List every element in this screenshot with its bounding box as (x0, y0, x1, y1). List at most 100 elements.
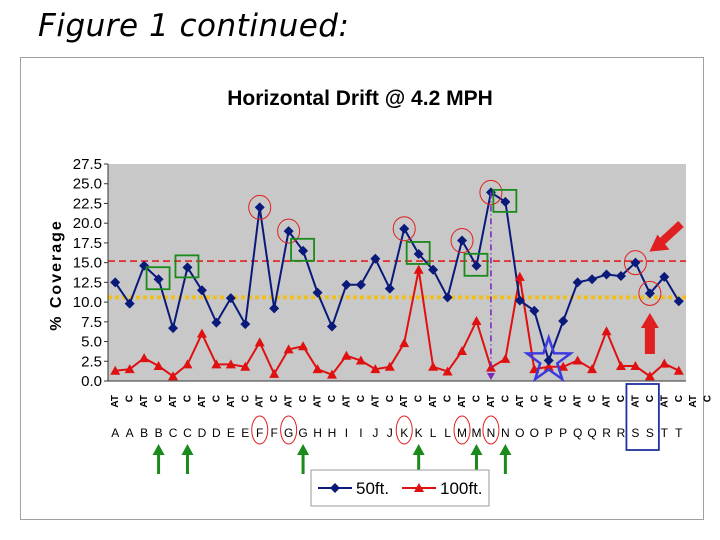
data-point (572, 277, 583, 288)
y-tick-label: 27.5 (73, 156, 102, 173)
red-arrow-head (649, 234, 670, 252)
x-tick-label-top: C (703, 395, 714, 402)
data-point (384, 283, 395, 294)
y-tick-label: 5.0 (81, 334, 102, 351)
data-point (240, 319, 251, 330)
x-tick-label-bottom: A (111, 426, 119, 440)
data-point (558, 316, 569, 327)
chart-title: Horizontal Drift @ 4.2 MPH (227, 87, 493, 110)
red-up-arrow-head (640, 313, 659, 328)
x-tick-label-top: AT (399, 395, 410, 408)
label-highlight-circle (280, 415, 298, 445)
y-tick-label: 25.0 (73, 176, 102, 193)
x-tick-label-bottom: C (183, 426, 192, 440)
data-point (269, 368, 280, 378)
x-tick-label-bottom: P (559, 426, 567, 440)
x-tick-label-top: C (414, 395, 425, 402)
x-tick-label-bottom: N (487, 426, 496, 440)
data-point (254, 337, 265, 347)
data-point (413, 264, 424, 274)
data-point (543, 355, 554, 366)
data-point (615, 271, 626, 282)
data-point (659, 271, 670, 282)
series-line (114, 190, 680, 364)
x-tick-label-top: AT (168, 395, 179, 408)
x-tick-label-bottom: M (457, 426, 467, 440)
label-highlight-circle (395, 415, 413, 445)
x-tick-label-bottom: A (126, 426, 134, 440)
x-tick-label-bottom: D (198, 426, 207, 440)
y-tick-label: 17.5 (73, 235, 102, 252)
x-tick-label-top: AT (515, 395, 526, 408)
x-tick-label-bottom: T (675, 426, 683, 440)
data-point (254, 202, 265, 213)
x-tick-label-top: AT (602, 395, 613, 408)
y-axis-label: % Coverage (48, 219, 65, 331)
data-point (399, 338, 410, 348)
highlight-circle (450, 228, 474, 254)
x-tick-label-bottom: M (471, 426, 481, 440)
x-tick-label-top: C (674, 395, 685, 402)
x-tick-label-bottom: Q (587, 426, 596, 440)
x-tick-label-top: AT (110, 395, 121, 408)
x-tick-label-top: AT (457, 395, 468, 408)
highlight-box (405, 241, 431, 265)
data-point (283, 344, 294, 354)
x-tick-label-bottom: H (328, 426, 337, 440)
highlight-box (290, 237, 315, 262)
data-point (341, 350, 352, 360)
x-tick-label-bottom: I (359, 426, 362, 440)
x-tick-label-top: AT (486, 395, 497, 408)
x-tick-label-bottom: D (212, 426, 221, 440)
data-point (168, 323, 179, 334)
up-arrow-head (297, 444, 310, 455)
data-point (312, 287, 323, 298)
x-tick-label-top: C (182, 395, 193, 402)
highlight-circle (638, 280, 662, 306)
data-point (182, 262, 193, 273)
y-tick-label: 10.0 (73, 294, 102, 311)
highlight-box (492, 188, 518, 213)
x-tick-label-top: AT (341, 395, 352, 408)
x-tick-label-top: C (269, 395, 280, 402)
data-point (168, 371, 179, 381)
label-highlight-circle (453, 415, 471, 445)
up-arrow-head (152, 444, 165, 455)
x-tick-label-top: C (240, 395, 251, 402)
data-point (500, 196, 511, 207)
data-point (457, 235, 468, 246)
data-point (225, 359, 236, 369)
data-point (543, 361, 554, 371)
up-arrow-head (470, 444, 483, 455)
x-tick-label-bottom: L (444, 426, 451, 440)
legend-marker (330, 483, 340, 493)
highlight-circle (248, 194, 272, 220)
x-tick-label-bottom: E (241, 426, 249, 440)
x-tick-label-bottom: O (515, 426, 524, 440)
x-tick-label-bottom: H (313, 426, 322, 440)
x-tick-label-top: AT (544, 395, 555, 408)
data-point (529, 305, 540, 316)
highlight-circle (392, 216, 416, 242)
data-point (326, 369, 337, 379)
series-line (115, 269, 680, 378)
x-tick-label-top: AT (428, 395, 439, 408)
data-point (341, 279, 352, 290)
up-arrow-head (412, 444, 425, 455)
data-point (644, 288, 655, 299)
data-point (558, 361, 569, 371)
legend-label: 100ft. (440, 479, 483, 498)
x-tick-label-bottom: S (631, 426, 639, 440)
y-tick-label: 15.0 (73, 255, 102, 272)
x-tick-label-top: AT (255, 395, 266, 408)
x-tick-label-top: C (125, 395, 136, 402)
x-tick-label-top: AT (659, 395, 670, 408)
data-point (601, 269, 612, 280)
data-point (587, 274, 598, 285)
legend-label: 50ft. (356, 479, 389, 498)
y-tick-label: 0.0 (81, 373, 102, 390)
up-arrow-head (181, 444, 194, 455)
x-tick-label-top: AT (573, 395, 584, 408)
x-tick-label-bottom: G (284, 426, 293, 440)
x-tick-label-top: AT (370, 395, 381, 408)
